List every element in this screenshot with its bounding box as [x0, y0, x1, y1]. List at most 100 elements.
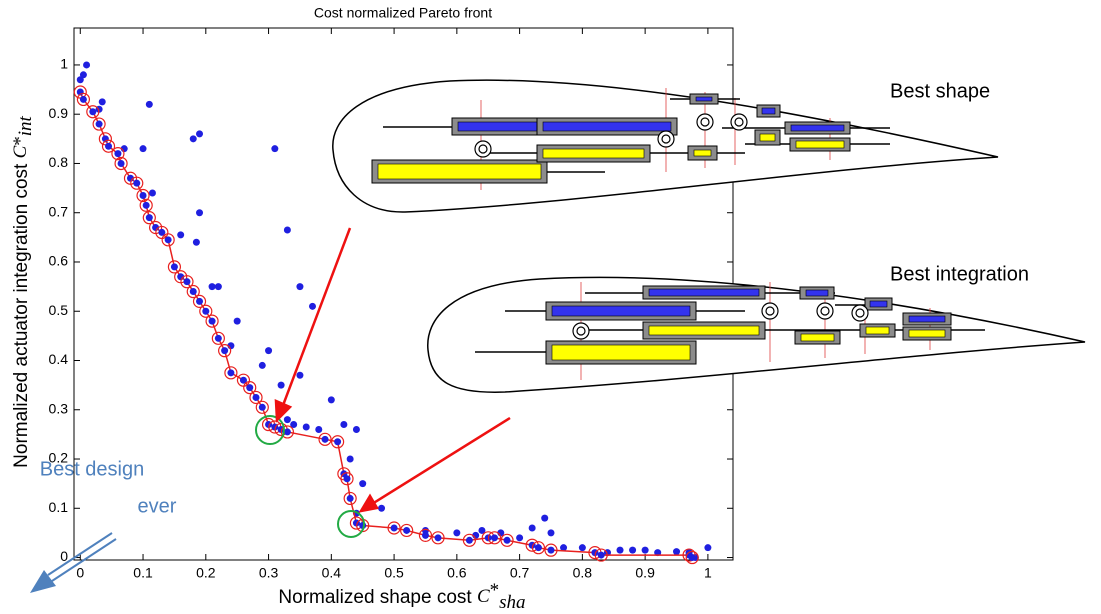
pareto-ring — [318, 432, 332, 446]
point — [183, 278, 191, 286]
pareto-ring — [130, 176, 144, 190]
point — [296, 283, 304, 291]
point — [233, 317, 241, 325]
point — [346, 494, 354, 502]
point — [616, 546, 624, 554]
point — [114, 150, 122, 158]
pareto-ring — [211, 331, 225, 345]
point — [673, 548, 681, 556]
pareto-ring — [111, 147, 125, 161]
point — [89, 108, 97, 116]
point — [340, 421, 348, 429]
y-tick-label: 1 — [60, 56, 68, 72]
x-label-symbol: C — [477, 586, 490, 607]
point — [189, 288, 197, 296]
y-tick-label: 0.6 — [49, 253, 69, 269]
pareto-ring — [387, 521, 401, 535]
point — [277, 381, 285, 389]
point — [83, 61, 91, 69]
point — [547, 529, 555, 537]
point — [139, 191, 147, 199]
pareto-ring — [462, 533, 476, 547]
arrow — [280, 227, 352, 409]
pareto-ring — [343, 491, 357, 506]
x-tick-label: 0.5 — [384, 565, 404, 581]
point — [196, 209, 204, 217]
point — [296, 371, 304, 379]
x-axis-label: Normalized shape cost C*sha — [278, 580, 525, 613]
pareto-ring — [218, 344, 232, 358]
point — [79, 71, 87, 79]
x-tick-label: 0 — [76, 565, 84, 581]
best-design-arrow — [30, 532, 117, 593]
arrowhead — [358, 493, 379, 513]
arrows — [274, 227, 511, 513]
point — [528, 524, 536, 532]
point — [547, 546, 555, 554]
point — [321, 435, 329, 443]
pareto-ring — [544, 543, 558, 557]
point — [465, 536, 473, 544]
y-label-sup: * — [10, 136, 31, 146]
pareto-ring — [531, 541, 546, 555]
x-label-sup: * — [490, 580, 500, 601]
point — [541, 514, 549, 522]
pareto-ring — [418, 528, 433, 542]
pareto-ring — [167, 260, 182, 274]
x-label-text: Normalized shape cost — [278, 587, 472, 608]
point — [79, 95, 87, 103]
point — [421, 526, 429, 534]
pareto-ring — [199, 304, 213, 318]
point — [246, 384, 254, 392]
point — [105, 142, 113, 150]
y-tick-label: 0 — [60, 548, 68, 564]
point — [516, 534, 524, 542]
arrow — [371, 416, 511, 506]
pareto-ring — [682, 548, 696, 562]
highlight-circle — [255, 415, 285, 445]
point — [98, 98, 106, 106]
pareto-ring — [136, 188, 150, 203]
pareto-ring — [594, 548, 608, 562]
point — [688, 554, 696, 562]
point — [221, 347, 229, 355]
y-tick-label: 0.1 — [49, 499, 69, 515]
pareto-ring — [224, 366, 238, 380]
point — [378, 504, 386, 512]
pareto-ring — [161, 233, 175, 247]
pareto-ring — [249, 390, 263, 405]
point — [258, 403, 266, 411]
point — [327, 396, 335, 404]
pareto-ring — [114, 156, 128, 171]
airfoil-best-shape — [332, 79, 999, 213]
x-tick-label: 0.3 — [259, 565, 279, 581]
y-tick-label: 0.8 — [49, 154, 69, 170]
point — [629, 546, 637, 554]
point — [208, 317, 216, 325]
pareto-ring — [142, 211, 156, 225]
x-tick-label: 0.6 — [447, 565, 467, 581]
point — [478, 526, 486, 534]
point — [158, 228, 166, 236]
point — [145, 100, 153, 108]
point — [133, 179, 141, 187]
pareto-ring — [431, 531, 445, 545]
point — [453, 529, 461, 537]
point — [214, 334, 222, 342]
annotation: ever — [138, 495, 177, 517]
point — [578, 544, 586, 552]
point — [359, 480, 367, 488]
point — [196, 297, 204, 305]
point — [503, 536, 511, 544]
point — [283, 226, 291, 234]
point — [302, 423, 310, 431]
point — [252, 393, 260, 401]
chart-title: Cost normalized Pareto front — [314, 5, 492, 21]
point — [560, 544, 568, 552]
pareto-ring — [400, 523, 414, 538]
point — [214, 283, 222, 291]
point — [164, 236, 172, 244]
point — [117, 159, 125, 167]
y-tick-label: 0.3 — [49, 400, 69, 416]
y-label-sub: int — [15, 115, 36, 136]
